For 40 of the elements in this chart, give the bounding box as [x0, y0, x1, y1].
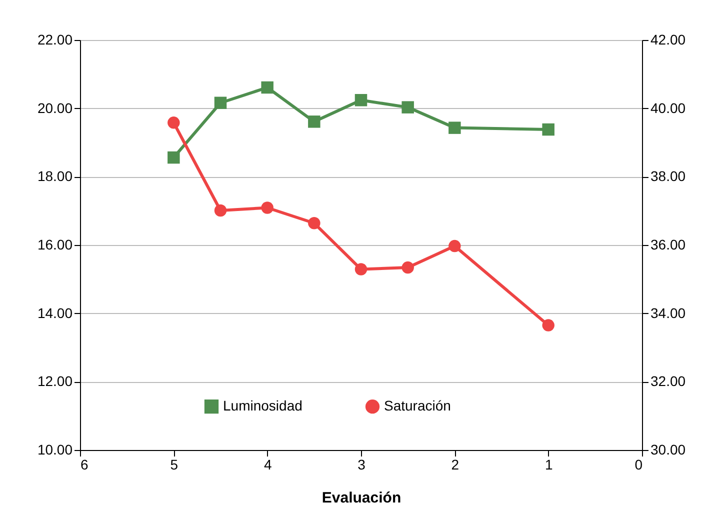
point [542, 123, 554, 136]
y-tick-label: 16.00 [37, 236, 73, 252]
point [402, 101, 414, 114]
point [214, 204, 227, 217]
point [214, 96, 227, 109]
y2-tick-label: 38.00 [650, 168, 686, 184]
point [354, 94, 368, 106]
y2-tick-label: 32.00 [650, 373, 686, 390]
x-tick-label: 4 [264, 456, 272, 472]
x-axis-title: Evaluación [322, 490, 402, 506]
point [308, 116, 320, 128]
x-tick-label: 6 [80, 456, 88, 472]
legend-label: Luminosidad [223, 398, 302, 414]
y-tick-label: 10.00 [37, 442, 73, 458]
y2-tick-label: 42.00 [650, 32, 686, 48]
y-tick-label: 14.00 [37, 304, 73, 321]
point [261, 202, 274, 214]
x-tick-label: 2 [451, 456, 460, 472]
point [168, 116, 180, 129]
x-tick-label: 3 [358, 456, 366, 472]
y2-tick-label: 36.00 [650, 236, 686, 252]
point [542, 319, 554, 332]
y-tick-label: 18.00 [37, 168, 73, 184]
y-tick-label: 22.00 [37, 32, 73, 48]
legend-label: Saturación [384, 398, 451, 414]
x-tick-label: 1 [544, 456, 553, 472]
y2-tick-label: 34.00 [650, 304, 686, 321]
y-tick-label: 20.00 [37, 100, 73, 116]
point [354, 263, 368, 276]
y-tick-label: 12.00 [37, 373, 73, 390]
point [402, 261, 414, 274]
point [448, 122, 461, 134]
point [448, 240, 461, 252]
point [261, 81, 274, 94]
y2-tick-label: 30.00 [650, 442, 686, 458]
point [168, 151, 180, 164]
y2-tick-label: 40.00 [650, 100, 686, 116]
x-tick-label: 5 [170, 456, 178, 472]
point [308, 217, 320, 230]
x-tick-label: 0 [634, 456, 643, 472]
